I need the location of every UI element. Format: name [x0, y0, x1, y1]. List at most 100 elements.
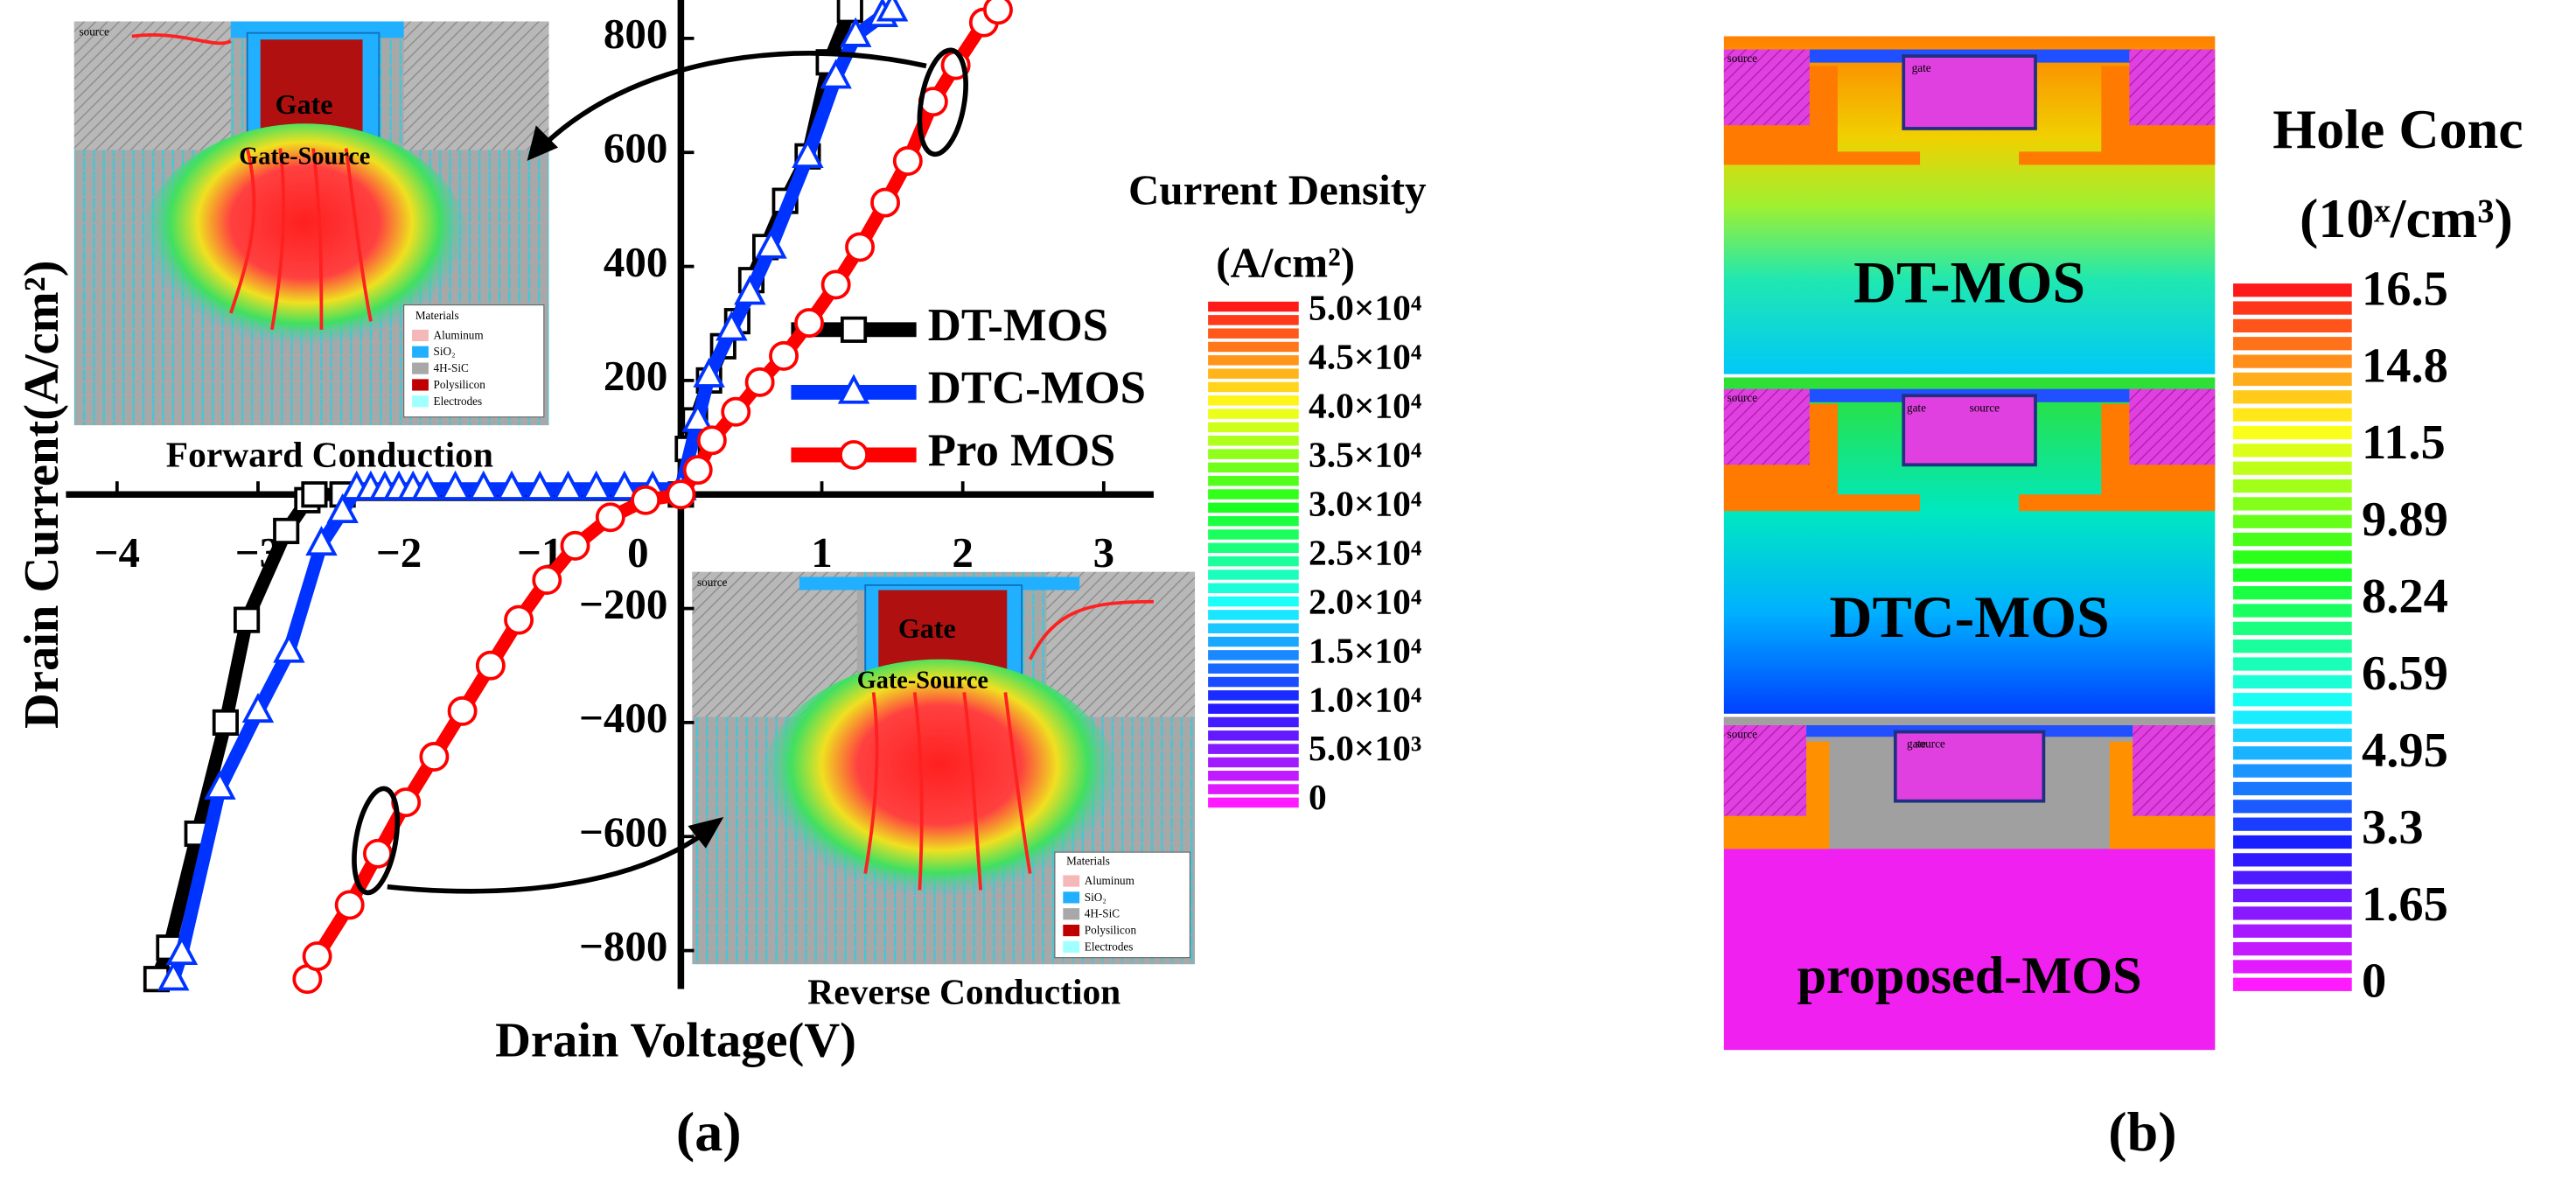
colorbar-stripe [1208, 462, 1299, 473]
marker [839, 440, 869, 470]
y-tick-label: −200 [579, 580, 667, 628]
colorbar-stripe [2233, 781, 2352, 796]
marker [845, 232, 876, 262]
marker [693, 357, 725, 388]
panel-label: (b) [2108, 1101, 2176, 1163]
x-tick-label: 2 [952, 528, 973, 577]
colorbar: 5.0×10⁴ 4.5×10⁴ 4.0×10⁴ 3.5×10⁴ 3.0×10⁴ 2.5×1… [1208, 288, 1422, 817]
colorbar-stripe [2233, 657, 2352, 671]
colorbar-label: 11.5 [2362, 416, 2446, 470]
colorbar-stripe [2233, 888, 2352, 903]
marker [836, 0, 863, 24]
marker [334, 890, 365, 920]
colorbar-stripe [1208, 703, 1299, 714]
colorbar-stripe [2233, 408, 2352, 422]
colorbar-stripe [1208, 676, 1299, 688]
colorbar-stripe [1208, 381, 1299, 393]
colorbar-stripe [1208, 663, 1299, 674]
colorbar-stripe [2233, 318, 2352, 333]
device-dtc: source gate source DTC-MOS [1723, 377, 2216, 714]
colorbar-label: 9.89 [2362, 493, 2448, 547]
device-text: gate [1907, 737, 1926, 751]
reverse-inset: source Gate Gate-Source Materials Alumin… [692, 571, 1196, 1012]
colorbar-stripe [2233, 337, 2352, 351]
colorbar-stripe [1208, 328, 1299, 339]
colorbar-stripe [1208, 583, 1299, 594]
device-label: proposed-MOS [1798, 947, 2142, 1005]
plot: −4 −3 −2 −1 0 1 2 3−800−600−400−200200400600800… [66, 0, 1154, 995]
colorbar-stripe [2233, 444, 2352, 458]
device-label: DT-MOS [1853, 249, 2085, 315]
marker [794, 308, 824, 339]
marker [552, 470, 584, 500]
colorbar-stripe [2233, 674, 2352, 689]
y-tick-label: −600 [579, 807, 667, 856]
marker [755, 228, 787, 259]
legend-label: DT-MOS [928, 300, 1108, 351]
colorbar-stripe [2233, 960, 2352, 974]
inset-text: Gate-Source [857, 667, 988, 695]
colorbar-stripe [2233, 283, 2352, 297]
colorbar-label: 4.0×10⁴ [1309, 386, 1422, 426]
x-axis-label: Drain Voltage(V) [495, 1014, 856, 1068]
colorbar-stripe [2233, 746, 2352, 760]
marker [467, 470, 500, 500]
marker [560, 530, 590, 561]
marker [870, 187, 901, 218]
colorbar-stripe [2233, 425, 2352, 440]
colorbar-stripe [1208, 797, 1299, 808]
marker [302, 941, 332, 972]
colorbar-label: 5.0×10⁴ [1309, 288, 1422, 328]
colorbar-stripe [2233, 354, 2352, 368]
colorbar-stripe [2233, 639, 2352, 653]
marker [792, 137, 824, 168]
device-proposed: source gate source proposed-MOS [1723, 716, 2216, 1051]
colorbar-unit: (A/cm²) [1216, 238, 1355, 286]
colorbar-stripe [1208, 650, 1299, 660]
colorbar-stripe [1208, 449, 1299, 459]
marker [273, 517, 300, 545]
marker [608, 470, 641, 500]
inset-text: Electrodes [1085, 940, 1134, 953]
colorbar-stripe [1208, 489, 1299, 500]
panel-label: (a) [676, 1101, 742, 1163]
marker [233, 606, 261, 633]
colorbar-stripe [2233, 461, 2352, 475]
colorbar-stripe [1208, 542, 1299, 554]
colorbar-label: 0 [1309, 777, 1327, 817]
marker [666, 479, 696, 510]
y-tick-label: 800 [604, 10, 667, 58]
y-tick-label: 400 [604, 238, 667, 286]
marker [681, 402, 714, 432]
colorbar-stripe [1208, 623, 1299, 633]
colorbar-label: 3.3 [2362, 800, 2424, 855]
marker [524, 470, 556, 500]
colorbar-stripe [2233, 479, 2352, 493]
marker [839, 17, 872, 47]
marker [419, 742, 450, 772]
device-text: gate [1907, 401, 1926, 414]
colorbar-stripe [1208, 341, 1299, 353]
colorbar-stripe [2233, 390, 2352, 404]
x-tick-label: 3 [1093, 528, 1114, 577]
colorbar-stripe [2233, 977, 2352, 991]
colorbar-label: 16.5 [2362, 262, 2448, 316]
series [292, 0, 1013, 995]
x-tick-label: 1 [811, 528, 832, 577]
series-line [301, 4, 1002, 982]
marker [840, 316, 868, 343]
colorbar-stripe [1208, 368, 1299, 379]
marker [532, 565, 562, 595]
inset-text: Aluminum [434, 328, 485, 341]
legend-label: Pro MOS [928, 425, 1115, 476]
marker [439, 470, 471, 500]
inset-title: Forward Conduction [166, 434, 493, 474]
colorbar-stripe [2233, 497, 2352, 511]
device-dt: source gate DT-MOS [1723, 36, 2216, 374]
marker [820, 59, 852, 89]
y-tick-label: 200 [604, 352, 667, 400]
colorbar-stripe [1208, 636, 1299, 647]
colorbar-stripe [1208, 422, 1299, 433]
colorbar-label: 1.65 [2362, 877, 2448, 932]
colorbar-label: 3.5×10⁴ [1309, 434, 1422, 474]
